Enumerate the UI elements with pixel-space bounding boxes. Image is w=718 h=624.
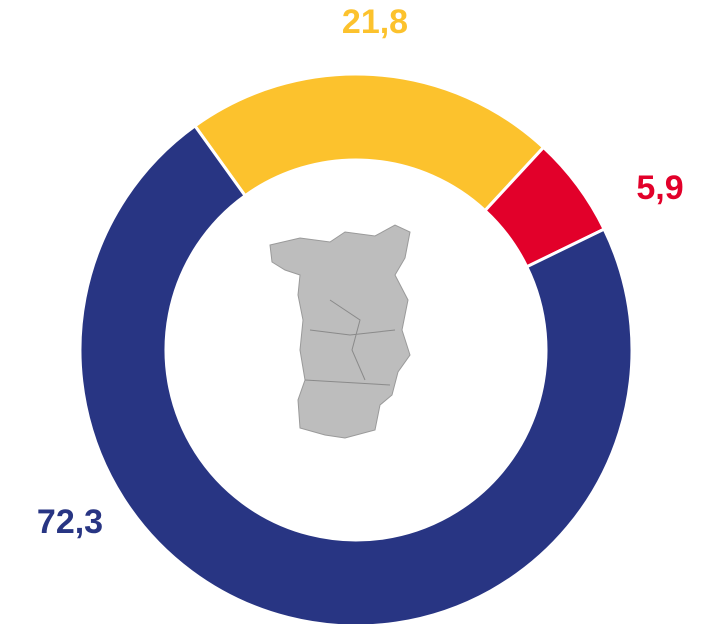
value-label: 5,9 — [636, 169, 683, 207]
value-label: 72,3 — [37, 503, 103, 541]
donut-segment — [192, 72, 546, 213]
region-map — [269, 224, 411, 439]
donut-segment — [78, 123, 634, 624]
value-label: 21,8 — [342, 3, 408, 41]
